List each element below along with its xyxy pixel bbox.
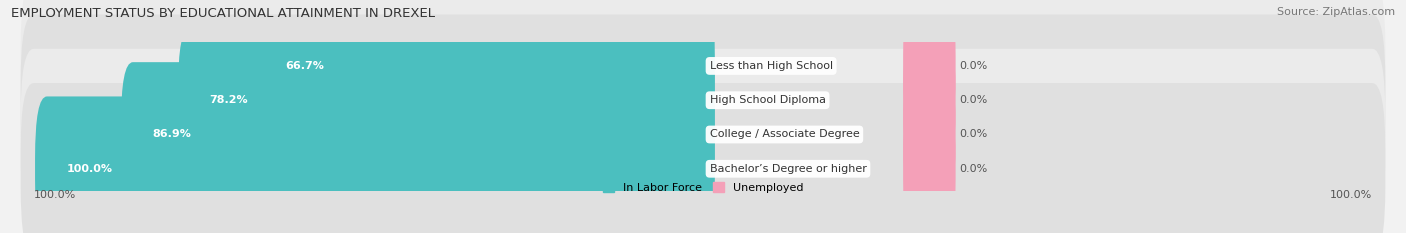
FancyBboxPatch shape [121,62,714,207]
Legend: In Labor Force, Unemployed: In Labor Force, Unemployed [603,182,803,193]
Text: 78.2%: 78.2% [209,95,249,105]
FancyBboxPatch shape [21,14,1385,186]
Text: EMPLOYMENT STATUS BY EDUCATIONAL ATTAINMENT IN DREXEL: EMPLOYMENT STATUS BY EDUCATIONAL ATTAINM… [11,7,436,20]
Text: 86.9%: 86.9% [152,130,191,140]
FancyBboxPatch shape [21,0,1385,152]
FancyBboxPatch shape [903,107,956,231]
Text: 100.0%: 100.0% [1330,190,1372,200]
FancyBboxPatch shape [21,49,1385,220]
Text: 100.0%: 100.0% [66,164,112,174]
FancyBboxPatch shape [253,0,714,138]
Text: Less than High School: Less than High School [710,61,832,71]
Text: High School Diploma: High School Diploma [710,95,825,105]
Text: 0.0%: 0.0% [959,61,987,71]
Text: 100.0%: 100.0% [34,190,76,200]
Text: 0.0%: 0.0% [959,130,987,140]
FancyBboxPatch shape [35,96,714,233]
FancyBboxPatch shape [903,72,956,197]
Text: College / Associate Degree: College / Associate Degree [710,130,859,140]
Text: Source: ZipAtlas.com: Source: ZipAtlas.com [1277,7,1395,17]
FancyBboxPatch shape [21,83,1385,233]
FancyBboxPatch shape [903,38,956,162]
Text: 66.7%: 66.7% [285,61,323,71]
FancyBboxPatch shape [903,4,956,128]
Text: 0.0%: 0.0% [959,164,987,174]
FancyBboxPatch shape [179,28,714,173]
Text: Bachelor’s Degree or higher: Bachelor’s Degree or higher [710,164,866,174]
Text: 0.0%: 0.0% [959,95,987,105]
